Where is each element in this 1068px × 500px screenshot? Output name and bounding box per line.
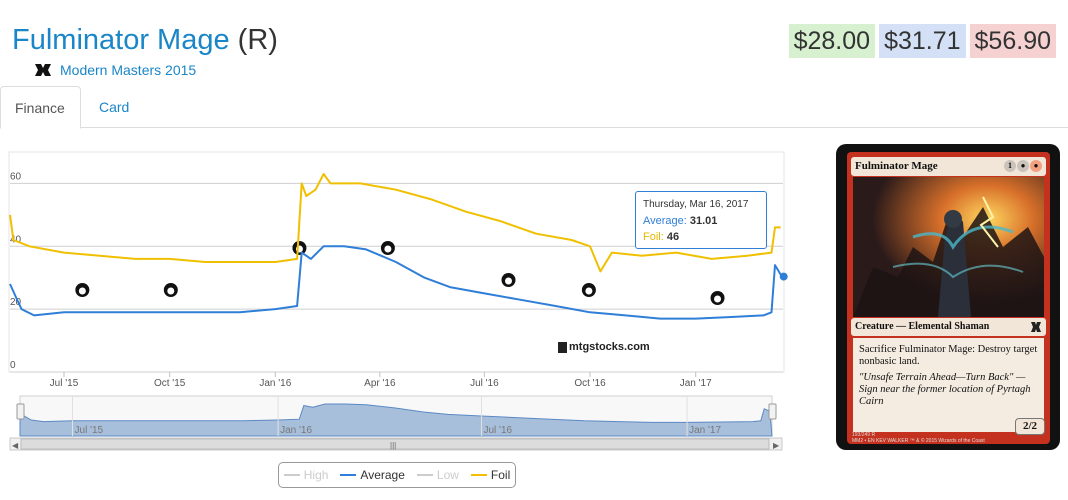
tab-bar: Finance Card (0, 86, 1068, 129)
x-tick-label: Jan '16 (259, 378, 291, 389)
red-mana-icon: ● (1030, 160, 1042, 172)
magic-origins-set-icon (75, 283, 90, 297)
watermark: mtgstocks.com (558, 341, 650, 353)
modern-masters-set-icon (1031, 322, 1041, 332)
scrollbar-grip: ||| (390, 441, 396, 450)
x-tick-label: Jan '17 (680, 378, 712, 389)
oath-of-the-gatewatch-set-icon (292, 241, 307, 255)
set-link[interactable]: Modern Masters 2015 (60, 62, 197, 78)
card-footer: 193/249 R MM2 • EN KEV WALKER ™ & © 2015… (852, 432, 985, 444)
low-price: $28.00 (788, 24, 876, 58)
tab-card[interactable]: Card (99, 99, 130, 115)
modern-masters-set-icon (35, 64, 51, 76)
mtgstocks-logo-icon (558, 341, 567, 353)
series-line-foil (9, 173, 781, 273)
chart-tooltip: Thursday, Mar 16, 2017 Average: 31.01 Fo… (635, 191, 767, 249)
series-line-average (9, 245, 782, 320)
navigator-tick-label: Jan '17 (689, 425, 721, 436)
x-tick-label: Jul '16 (470, 378, 499, 389)
scroll-right-arrow: ▶ (773, 441, 780, 450)
shadows-over-innistrad-set-icon (380, 241, 395, 255)
x-tick-label: Jul '15 (50, 378, 79, 389)
card-flavor-text: "Unsafe Terrain Ahead—Turn Back" —Sign n… (859, 372, 1031, 407)
y-tick-label: 0 (10, 360, 16, 371)
high-price: $56.90 (969, 24, 1056, 58)
card-rarity: (R) (237, 24, 278, 56)
set-release-markers (75, 241, 725, 305)
chart-legend: High Average Low Foil (278, 462, 516, 488)
card-artwork (853, 177, 1044, 317)
card-name: Fulminator Mage (12, 24, 230, 56)
x-tick-label: Oct '15 (154, 378, 186, 389)
black-mana-icon: ● (1017, 160, 1029, 172)
legend-low[interactable]: Low (416, 468, 459, 482)
card-rules-text: Sacrifice Fulminator Mage: Destroy targe… (859, 344, 1038, 367)
y-tick-label: 20 (10, 297, 22, 308)
tooltip-average: Average: 31.01 (643, 215, 718, 227)
navigator-tick-label: Jul '15 (75, 425, 104, 436)
x-axis-ticks: Jul '15 Oct '15 Jan '16 Apr '16 Jul '16 Oct '… (50, 372, 712, 389)
navigator-tick-label: Jul '16 (483, 425, 512, 436)
page-title: Fulminator Mage (R) (12, 22, 278, 58)
hover-point (779, 272, 788, 281)
card-rules-box: Sacrifice Fulminator Mage: Destroy targe… (853, 338, 1044, 432)
y-tick-label: 60 (10, 171, 22, 182)
scrollbar-thumb (20, 438, 770, 450)
x-tick-label: Oct '16 (574, 378, 606, 389)
generic-mana-icon: 1 (1004, 160, 1016, 172)
navigator-handle[interactable] (768, 403, 777, 420)
average-price: $31.71 (879, 24, 966, 58)
eldritch-moon-set-icon (501, 273, 516, 287)
navigator-area (19, 403, 773, 437)
aether-revolt-set-icon (710, 291, 725, 305)
price-summary: $28.00 $31.71 $56.90 (788, 24, 1056, 58)
y-axis-ticks: 0 20 40 60 (10, 171, 22, 371)
tab-finance[interactable]: Finance (0, 86, 81, 129)
set-row: Modern Masters 2015 (34, 60, 196, 80)
chart-navigator[interactable]: Jul '15 Jan '16 Jul '16 Jan '17 ||| ◀ ▶ (9, 395, 783, 451)
card-type-line: Creature — Elemental Shaman (851, 318, 1046, 336)
card-title-bar: Fulminator Mage 1 ● ● (851, 157, 1046, 176)
y-tick-label: 40 (10, 234, 22, 245)
navigator-tick-label: Jan '16 (280, 425, 312, 436)
scroll-left-arrow: ◀ (12, 441, 19, 450)
tooltip-foil: Foil: 46 (643, 231, 680, 243)
card-power-toughness: 2/2 (1015, 418, 1045, 435)
tooltip-date: Thursday, Mar 16, 2017 (643, 199, 749, 210)
kaladesh-set-icon (581, 283, 596, 297)
legend-high[interactable]: High (283, 468, 328, 482)
navigator-handle[interactable] (16, 403, 25, 420)
x-tick-label: Apr '16 (364, 378, 396, 389)
chart-series (9, 173, 788, 320)
legend-foil[interactable]: Foil (470, 468, 510, 482)
battle-for-zendikar-set-icon (163, 283, 178, 297)
legend-average[interactable]: Average (340, 468, 405, 482)
mana-cost: 1 ● ● (1004, 160, 1042, 172)
